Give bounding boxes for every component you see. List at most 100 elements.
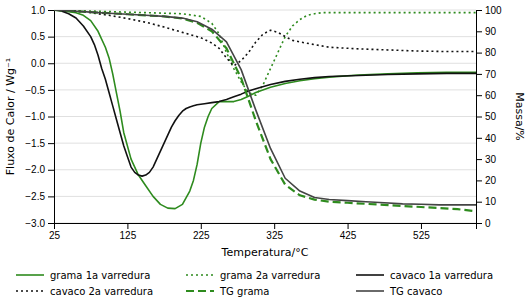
- tick: −2.0: [25, 164, 54, 175]
- series-line: [54, 10, 476, 66]
- tick-mark: [476, 10, 482, 11]
- tick-label: 125: [120, 230, 137, 241]
- tick-label: 0.5: [31, 31, 45, 42]
- legend-label: TG cavaco: [389, 286, 442, 297]
- tick-mark: [348, 223, 349, 229]
- tick: −0.5: [25, 85, 54, 96]
- legend-swatch: [16, 274, 44, 276]
- tick-label: 50: [485, 111, 497, 122]
- tick-mark: [48, 143, 54, 144]
- y-axis-title: Fluxo de Calor / Wg⁻¹: [4, 58, 17, 176]
- legend-item: TG cavaco: [356, 286, 442, 297]
- tick-mark: [48, 63, 54, 64]
- tick: 0.0: [31, 58, 54, 69]
- tick: 40: [476, 133, 497, 144]
- tick-mark: [476, 53, 482, 54]
- tick-mark: [201, 223, 202, 229]
- tick: 125: [120, 223, 137, 241]
- legend-label: cavaco 1a varredura: [390, 270, 493, 281]
- legend-swatch: [16, 290, 44, 292]
- tick-mark: [476, 159, 482, 160]
- tick-mark: [421, 223, 422, 229]
- series-line: [54, 10, 476, 205]
- series-line: [54, 10, 476, 95]
- tick-mark: [476, 202, 482, 203]
- tick-label: 70: [485, 69, 497, 80]
- tick: −1.0: [25, 111, 54, 122]
- tick: 70: [476, 69, 497, 80]
- tick: 50: [476, 111, 497, 122]
- legend-label: TG grama: [219, 286, 270, 297]
- tick-mark: [476, 138, 482, 139]
- tick: 325: [266, 223, 283, 241]
- tick: 30: [476, 154, 497, 165]
- tick-label: 325: [266, 230, 283, 241]
- tick: 225: [193, 223, 210, 241]
- grid-line: [54, 10, 476, 11]
- legend-swatch: [186, 274, 214, 276]
- tick-label: 100: [485, 5, 502, 16]
- grid: [54, 10, 476, 223]
- y-axis: −3.0 −2.5 −2.0 −1.5 −1.0 −0.5 0.0 0.5 1.0: [25, 5, 54, 229]
- series-line: [54, 10, 476, 209]
- axis-line: [48, 11, 55, 224]
- tick: 80: [476, 47, 497, 58]
- legend-swatch: [356, 290, 384, 292]
- legend-item: grama 2a varredura: [186, 270, 320, 281]
- lines: [54, 10, 476, 211]
- tick: 1.0: [31, 5, 54, 16]
- tick: 25: [49, 223, 61, 241]
- legend-label: grama 2a varredura: [220, 270, 320, 281]
- tick: 100: [476, 5, 502, 16]
- tick-label: −3.0: [25, 218, 45, 229]
- tick: 425: [340, 223, 357, 241]
- grid-line: [54, 196, 476, 197]
- legend-item: grama 1a varredura: [16, 270, 150, 281]
- tick-label: 90: [485, 26, 497, 37]
- x-axis: 25 125 225 325 425 525: [49, 223, 477, 241]
- tick-mark: [48, 117, 54, 118]
- grid-line: [54, 143, 476, 144]
- tick-mark: [476, 31, 482, 32]
- tick-mark: [476, 223, 482, 224]
- tick-label: 525: [413, 230, 430, 241]
- tick-label: 0: [485, 218, 491, 229]
- tick: 0: [476, 218, 491, 229]
- grid-line: [54, 169, 476, 170]
- tick-mark: [476, 74, 482, 75]
- legend-item: cavaco 1a varredura: [356, 270, 493, 281]
- tick-mark: [476, 180, 482, 181]
- tick: −1.5: [25, 138, 54, 149]
- plot: 25 125 225 325 425 525 −3.0 −2.5 −2.0 −1.5 −1.0 −0.…: [4, 5, 526, 259]
- tick-mark: [127, 223, 128, 229]
- tick-mark: [48, 10, 54, 11]
- grid-line: [54, 116, 476, 117]
- tick-label: 0.0: [31, 58, 45, 69]
- tick-mark: [48, 37, 54, 38]
- tick-mark: [48, 170, 54, 171]
- grid-line: [54, 36, 476, 37]
- grid-line: [54, 63, 476, 64]
- tick-label: −1.0: [25, 111, 45, 122]
- tick: 90: [476, 26, 497, 37]
- axis-line: [55, 224, 477, 230]
- tick-label: 80: [485, 47, 497, 58]
- tick: 10: [476, 196, 497, 207]
- tick-label: 40: [485, 133, 497, 144]
- chart: 25 125 225 325 425 525 −3.0 −2.5 −2.0 −1.5 −1.0 −0.…: [0, 0, 528, 305]
- tick: 20: [476, 175, 497, 186]
- legend-swatch: [186, 290, 214, 292]
- tick-label: 20: [485, 175, 497, 186]
- legend: grama 1a varredura grama 2a varredura cava…: [16, 270, 493, 297]
- series-line: [54, 10, 476, 176]
- tick: −2.5: [25, 191, 54, 202]
- tick: 60: [476, 90, 497, 101]
- tick-mark: [48, 196, 54, 197]
- tick: −3.0: [25, 218, 54, 229]
- tick-label: 225: [193, 230, 210, 241]
- tick-label: 60: [485, 90, 497, 101]
- tick-mark: [48, 90, 54, 91]
- legend-swatch: [356, 274, 384, 276]
- tick-label: 425: [340, 230, 357, 241]
- legend-item: TG grama: [186, 286, 270, 297]
